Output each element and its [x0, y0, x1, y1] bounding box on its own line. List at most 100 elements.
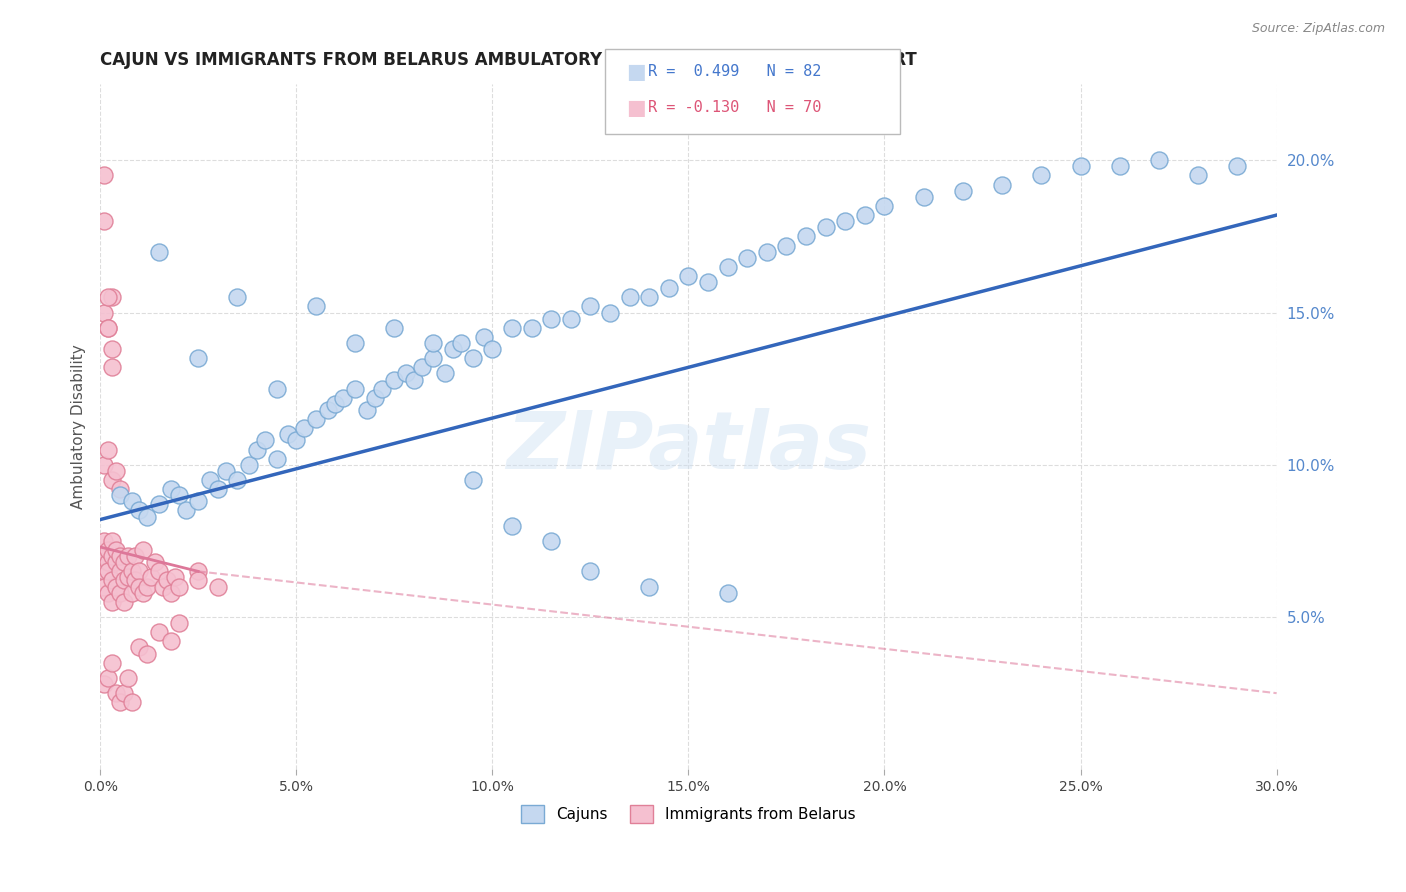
Point: [226, 290, 249, 304]
Point: [292, 421, 315, 435]
Point: [325, 397, 347, 411]
Point: [167, 580, 190, 594]
Point: [285, 434, 308, 448]
Point: [148, 565, 170, 579]
Point: [128, 503, 150, 517]
Point: [117, 671, 139, 685]
Point: [952, 184, 974, 198]
Point: [167, 616, 190, 631]
Point: [187, 351, 209, 366]
Text: ZIPatlas: ZIPatlas: [506, 409, 870, 486]
Text: ■: ■: [626, 62, 645, 82]
Point: [93, 565, 115, 579]
Point: [93, 677, 115, 691]
Point: [382, 372, 405, 386]
Point: [253, 434, 276, 448]
Point: [441, 342, 464, 356]
Legend: Cajuns, Immigrants from Belarus: Cajuns, Immigrants from Belarus: [520, 805, 856, 823]
Point: [501, 320, 523, 334]
Point: [93, 580, 115, 594]
Point: [167, 488, 190, 502]
Point: [266, 451, 288, 466]
Point: [108, 482, 131, 496]
Point: [97, 585, 120, 599]
Point: [638, 580, 661, 594]
Point: [332, 391, 354, 405]
Point: [187, 494, 209, 508]
Point: [1187, 169, 1209, 183]
Point: [143, 555, 166, 569]
Point: [97, 555, 120, 569]
Point: [560, 311, 582, 326]
Point: [1031, 169, 1053, 183]
Point: [402, 372, 425, 386]
Point: [316, 403, 339, 417]
Point: [128, 580, 150, 594]
Point: [501, 518, 523, 533]
Point: [422, 335, 444, 350]
Point: [579, 565, 602, 579]
Point: [93, 305, 115, 319]
Point: [104, 555, 127, 569]
Point: [187, 574, 209, 588]
Point: [853, 208, 876, 222]
Point: [735, 251, 758, 265]
Point: [128, 565, 150, 579]
Point: [104, 580, 127, 594]
Point: [520, 320, 543, 334]
Point: [246, 442, 269, 457]
Point: [93, 458, 115, 472]
Point: [101, 656, 124, 670]
Point: [422, 351, 444, 366]
Point: [101, 574, 124, 588]
Point: [148, 625, 170, 640]
Point: [187, 565, 209, 579]
Point: [411, 360, 433, 375]
Point: [991, 178, 1014, 192]
Y-axis label: Ambulatory Disability: Ambulatory Disability: [72, 344, 86, 509]
Point: [148, 497, 170, 511]
Point: [579, 300, 602, 314]
Point: [97, 290, 120, 304]
Point: [873, 199, 896, 213]
Point: [97, 320, 120, 334]
Point: [117, 549, 139, 563]
Point: [382, 320, 405, 334]
Point: [434, 367, 457, 381]
Point: [121, 585, 143, 599]
Point: [108, 565, 131, 579]
Point: [814, 220, 837, 235]
Point: [481, 342, 503, 356]
Point: [128, 640, 150, 655]
Point: [156, 574, 179, 588]
Point: [104, 543, 127, 558]
Point: [461, 351, 484, 366]
Point: [214, 464, 236, 478]
Point: [97, 671, 120, 685]
Point: [775, 238, 797, 252]
Point: [108, 585, 131, 599]
Point: [136, 580, 159, 594]
Point: [136, 509, 159, 524]
Point: [159, 634, 181, 648]
Point: [363, 391, 385, 405]
Point: [619, 290, 641, 304]
Point: [176, 503, 198, 517]
Text: ■: ■: [626, 98, 645, 118]
Point: [834, 214, 856, 228]
Point: [121, 494, 143, 508]
Text: R =  0.499   N = 82: R = 0.499 N = 82: [648, 64, 821, 79]
Point: [163, 570, 186, 584]
Point: [1070, 159, 1092, 173]
Point: [277, 427, 299, 442]
Point: [207, 580, 229, 594]
Point: [101, 595, 124, 609]
Point: [474, 330, 496, 344]
Point: [344, 335, 367, 350]
Point: [124, 574, 146, 588]
Point: [1226, 159, 1249, 173]
Point: [599, 305, 621, 319]
Point: [112, 595, 135, 609]
Point: [101, 290, 124, 304]
Point: [108, 488, 131, 502]
